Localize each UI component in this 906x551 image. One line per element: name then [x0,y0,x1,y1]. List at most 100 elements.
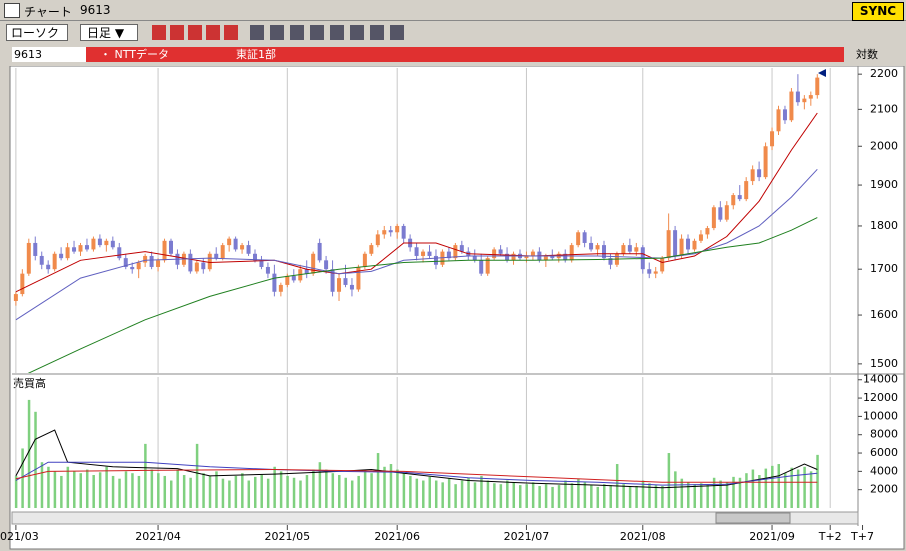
scale-mode: 対数 [856,48,878,61]
volume-bar [790,467,793,508]
candle-body [97,238,102,246]
candle-body [220,245,225,259]
candle-body [110,240,115,248]
volume-bar [247,480,251,508]
volume-bar [596,486,600,508]
y-tick-label: 4000 [870,464,898,477]
info-code: 9613 [12,47,86,62]
volume-bar [169,480,173,508]
volume-bar [60,475,63,508]
volume-bar [577,478,580,508]
candle-body [698,234,703,241]
candle-body [382,230,387,235]
y-tick-label: 1500 [870,357,898,370]
candle-body [653,271,658,274]
candle-body [91,238,96,250]
scrollbar[interactable] [11,511,859,525]
y-tick-label: 1700 [870,262,898,275]
scroll-thumb[interactable] [715,512,791,524]
volume-bar [712,477,716,508]
candle-body [143,255,148,263]
candle-body [414,247,419,256]
volume-bar [202,473,205,508]
x-tick-label: 2021/07 [504,530,550,543]
candle-body [563,253,568,261]
volume-bar [325,469,328,508]
volume-bar [512,482,516,508]
volume-bar [14,475,18,508]
candle-body [433,255,438,265]
candle-body [188,253,193,272]
toolbar-icons[interactable] [152,25,242,40]
candle-body [782,109,787,121]
volume-bar [241,473,244,508]
toolbar: ローソク ▼ 日足 ▼ [0,22,906,57]
volume-bar [506,480,509,508]
volume-bar [402,473,406,508]
candle-body [750,169,755,182]
candle-body [349,284,354,290]
volume-bar [693,484,696,508]
candle-body [317,242,322,261]
y-tick-label: 14000 [863,373,898,386]
volume-bar [34,411,37,508]
volume-bar [654,485,658,508]
volume-bar [583,482,587,508]
candle-body [576,232,581,246]
volume-bar [92,475,95,508]
volume-bar [732,476,735,508]
candle-body [711,207,716,229]
candle-body [194,262,199,272]
candle-body [272,273,277,292]
candle-body [498,249,503,254]
volume-bar [260,475,263,508]
volume-bar [783,473,787,508]
candle-body [201,262,206,270]
candle-body [337,278,342,292]
volume-bar [674,471,677,508]
volume-bar [131,473,134,508]
volume-bar [344,477,347,508]
candle-body [621,245,626,254]
volume-bar [499,484,503,508]
volume-bar [434,480,438,508]
candle-body [602,245,607,259]
y-tick-label: 6000 [870,446,898,459]
volume-bar [648,483,651,508]
candle-body [421,251,426,256]
toolbar-icons[interactable] [250,25,410,40]
volume-bar [531,482,535,508]
candle-body [259,260,264,267]
candle-body [356,266,361,290]
period-select[interactable]: 日足 ▼ [80,24,138,41]
volume-bar [454,484,457,508]
candle-body [595,245,600,250]
volume-bar [738,477,742,508]
sync-button[interactable]: SYNC [852,2,904,21]
candle-body [763,146,768,178]
volume-bar [254,476,257,508]
volume-bar [331,473,335,508]
chart-kind-select[interactable]: ローソク ▼ [6,24,68,57]
candle-body [369,245,374,254]
candle-body [627,245,632,252]
candle-body [686,238,691,250]
volume-bar [305,475,309,508]
volume-bar [286,475,289,508]
volume-bar [279,471,283,508]
candle-body [168,240,173,254]
candle-body [802,98,807,103]
y-tick-label: 2000 [870,483,898,496]
volume-bar [53,471,57,508]
volume-bar [292,477,296,508]
volume-bar [409,475,412,508]
candle-body [401,225,406,239]
volume-bar [564,480,567,508]
candle-body [59,253,64,259]
x-tick-label: 2021/06 [374,530,420,543]
candle-body [543,255,548,261]
volume-bar [363,469,367,508]
volume-bar [816,454,819,508]
candle-body [395,225,400,233]
